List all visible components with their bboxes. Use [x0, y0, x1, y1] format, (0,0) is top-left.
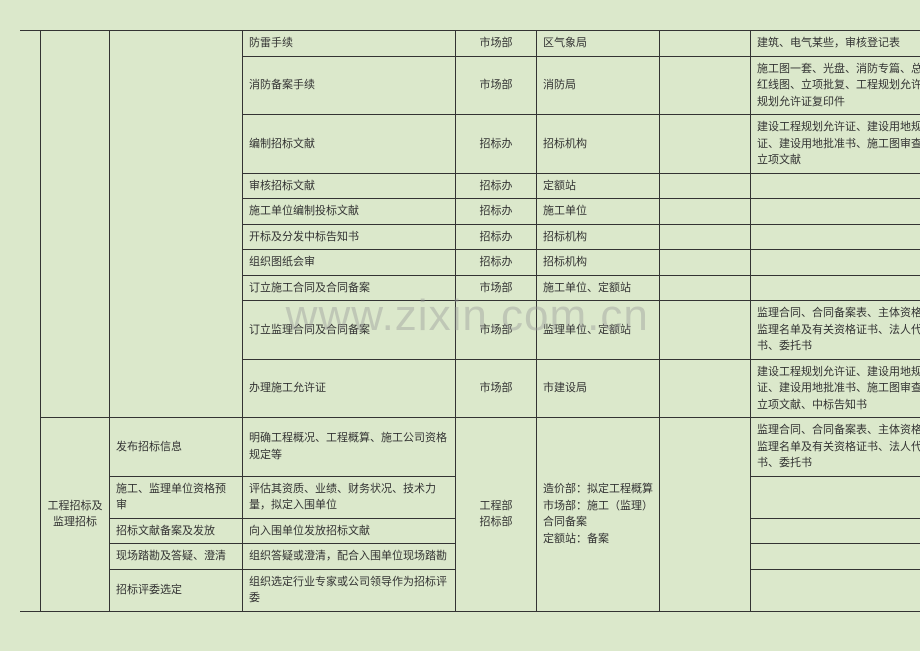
proc-cell: 订立施工合同及合同备案 — [243, 275, 456, 301]
proc-cell: 编制招标文献 — [243, 115, 456, 174]
dept-cell: 招标办 — [456, 250, 537, 276]
note-cell — [751, 476, 920, 518]
blank-cell — [660, 224, 751, 250]
note-cell — [751, 275, 920, 301]
note-cell — [751, 173, 920, 199]
org-cell: 招标机构 — [537, 224, 660, 250]
section2-e: 造价部：拟定工程概算 市场部：施工（监理）合同备案 定额站：备案 — [537, 418, 660, 612]
task-cell: 发布招标信息 — [110, 418, 243, 477]
note-cell: 建设工程规划允许证、建设用地规划允许证、建设用地批准书、施工图审查合格书、立项文… — [751, 359, 920, 418]
org-cell: 施工单位 — [537, 199, 660, 225]
blank-cell — [660, 173, 751, 199]
desc-cell: 组织选定行业专家或公司领导作为招标评委 — [243, 569, 456, 611]
desc-cell: 评估其资质、业绩、财务状况、技术力量，拟定入围单位 — [243, 476, 456, 518]
desc-cell: 明确工程概况、工程概算、施工公司资格规定等 — [243, 418, 456, 477]
proc-cell: 组织图纸会审 — [243, 250, 456, 276]
blank-cell — [660, 275, 751, 301]
desc-cell: 向入围单位发放招标文献 — [243, 518, 456, 544]
org-cell: 招标机构 — [537, 250, 660, 276]
main-table: 防雷手续 市场部 区气象局 建筑、电气某些，审核登记表 消防备案手续 市场部 消… — [20, 30, 920, 612]
blank-cell — [660, 199, 751, 225]
note-cell: 监理合同、合同备案表、主体资格确认书、监理名单及有关资格证书、法人代表资格证书、… — [751, 418, 920, 477]
stub-cell — [20, 31, 41, 612]
blank-cell — [660, 359, 751, 418]
proc-cell: 开标及分发中标告知书 — [243, 224, 456, 250]
org-cell: 消防局 — [537, 56, 660, 115]
dept-cell: 招标办 — [456, 224, 537, 250]
note-cell: 建筑、电气某些，审核登记表 — [751, 31, 920, 57]
dept-cell: 市场部 — [456, 275, 537, 301]
proc-cell: 防雷手续 — [243, 31, 456, 57]
org-cell: 监理单位、定额站 — [537, 301, 660, 360]
blank-cell — [660, 115, 751, 174]
section2-f — [660, 418, 751, 612]
task-cell: 招标文献备案及发放 — [110, 518, 243, 544]
blank-cell — [660, 56, 751, 115]
proc-cell: 订立监理合同及合同备案 — [243, 301, 456, 360]
org-cell: 区气象局 — [537, 31, 660, 57]
note-cell: 建设工程规划允许证、建设用地规划允许证、建设用地批准书、施工图审查合格书、立项文… — [751, 115, 920, 174]
note-cell: 施工图一套、光盘、消防专篇、总平面图、红线图、立项批复、工程规划允许证、用地规划… — [751, 56, 920, 115]
dept-cell: 市场部 — [456, 301, 537, 360]
dept-cell: 招标办 — [456, 199, 537, 225]
task-cell: 施工、监理单位资格预审 — [110, 476, 243, 518]
blank-cell — [660, 250, 751, 276]
task-cell: 现场踏勘及答疑、澄清 — [110, 544, 243, 570]
org-cell: 定额站 — [537, 173, 660, 199]
dept-cell: 市场部 — [456, 359, 537, 418]
proc-cell: 办理施工允许证 — [243, 359, 456, 418]
org-cell: 施工单位、定额站 — [537, 275, 660, 301]
note-cell — [751, 518, 920, 544]
note-cell: 监理合同、合同备案表、主体资格确认书、监理名单及有关资格证书、法人代表资格证书、… — [751, 301, 920, 360]
note-cell — [751, 544, 920, 570]
blank-cell — [660, 31, 751, 57]
proc-cell: 施工单位编制投标文献 — [243, 199, 456, 225]
section1-a — [41, 31, 110, 418]
proc-cell: 消防备案手续 — [243, 56, 456, 115]
note-cell — [751, 250, 920, 276]
dept-cell: 招标办 — [456, 173, 537, 199]
org-cell: 市建设局 — [537, 359, 660, 418]
note-cell — [751, 199, 920, 225]
proc-cell: 审核招标文献 — [243, 173, 456, 199]
desc-cell: 组织答疑或澄清，配合入围单位现场踏勘 — [243, 544, 456, 570]
dept-cell: 市场部 — [456, 31, 537, 57]
note-cell — [751, 224, 920, 250]
section2-d: 工程部 招标部 — [456, 418, 537, 612]
note-cell — [751, 569, 920, 611]
dept-cell: 招标办 — [456, 115, 537, 174]
section1-b — [110, 31, 243, 418]
task-cell: 招标评委选定 — [110, 569, 243, 611]
blank-cell — [660, 301, 751, 360]
org-cell: 招标机构 — [537, 115, 660, 174]
section2-a: 工程招标及监理招标 — [41, 418, 110, 612]
dept-cell: 市场部 — [456, 56, 537, 115]
